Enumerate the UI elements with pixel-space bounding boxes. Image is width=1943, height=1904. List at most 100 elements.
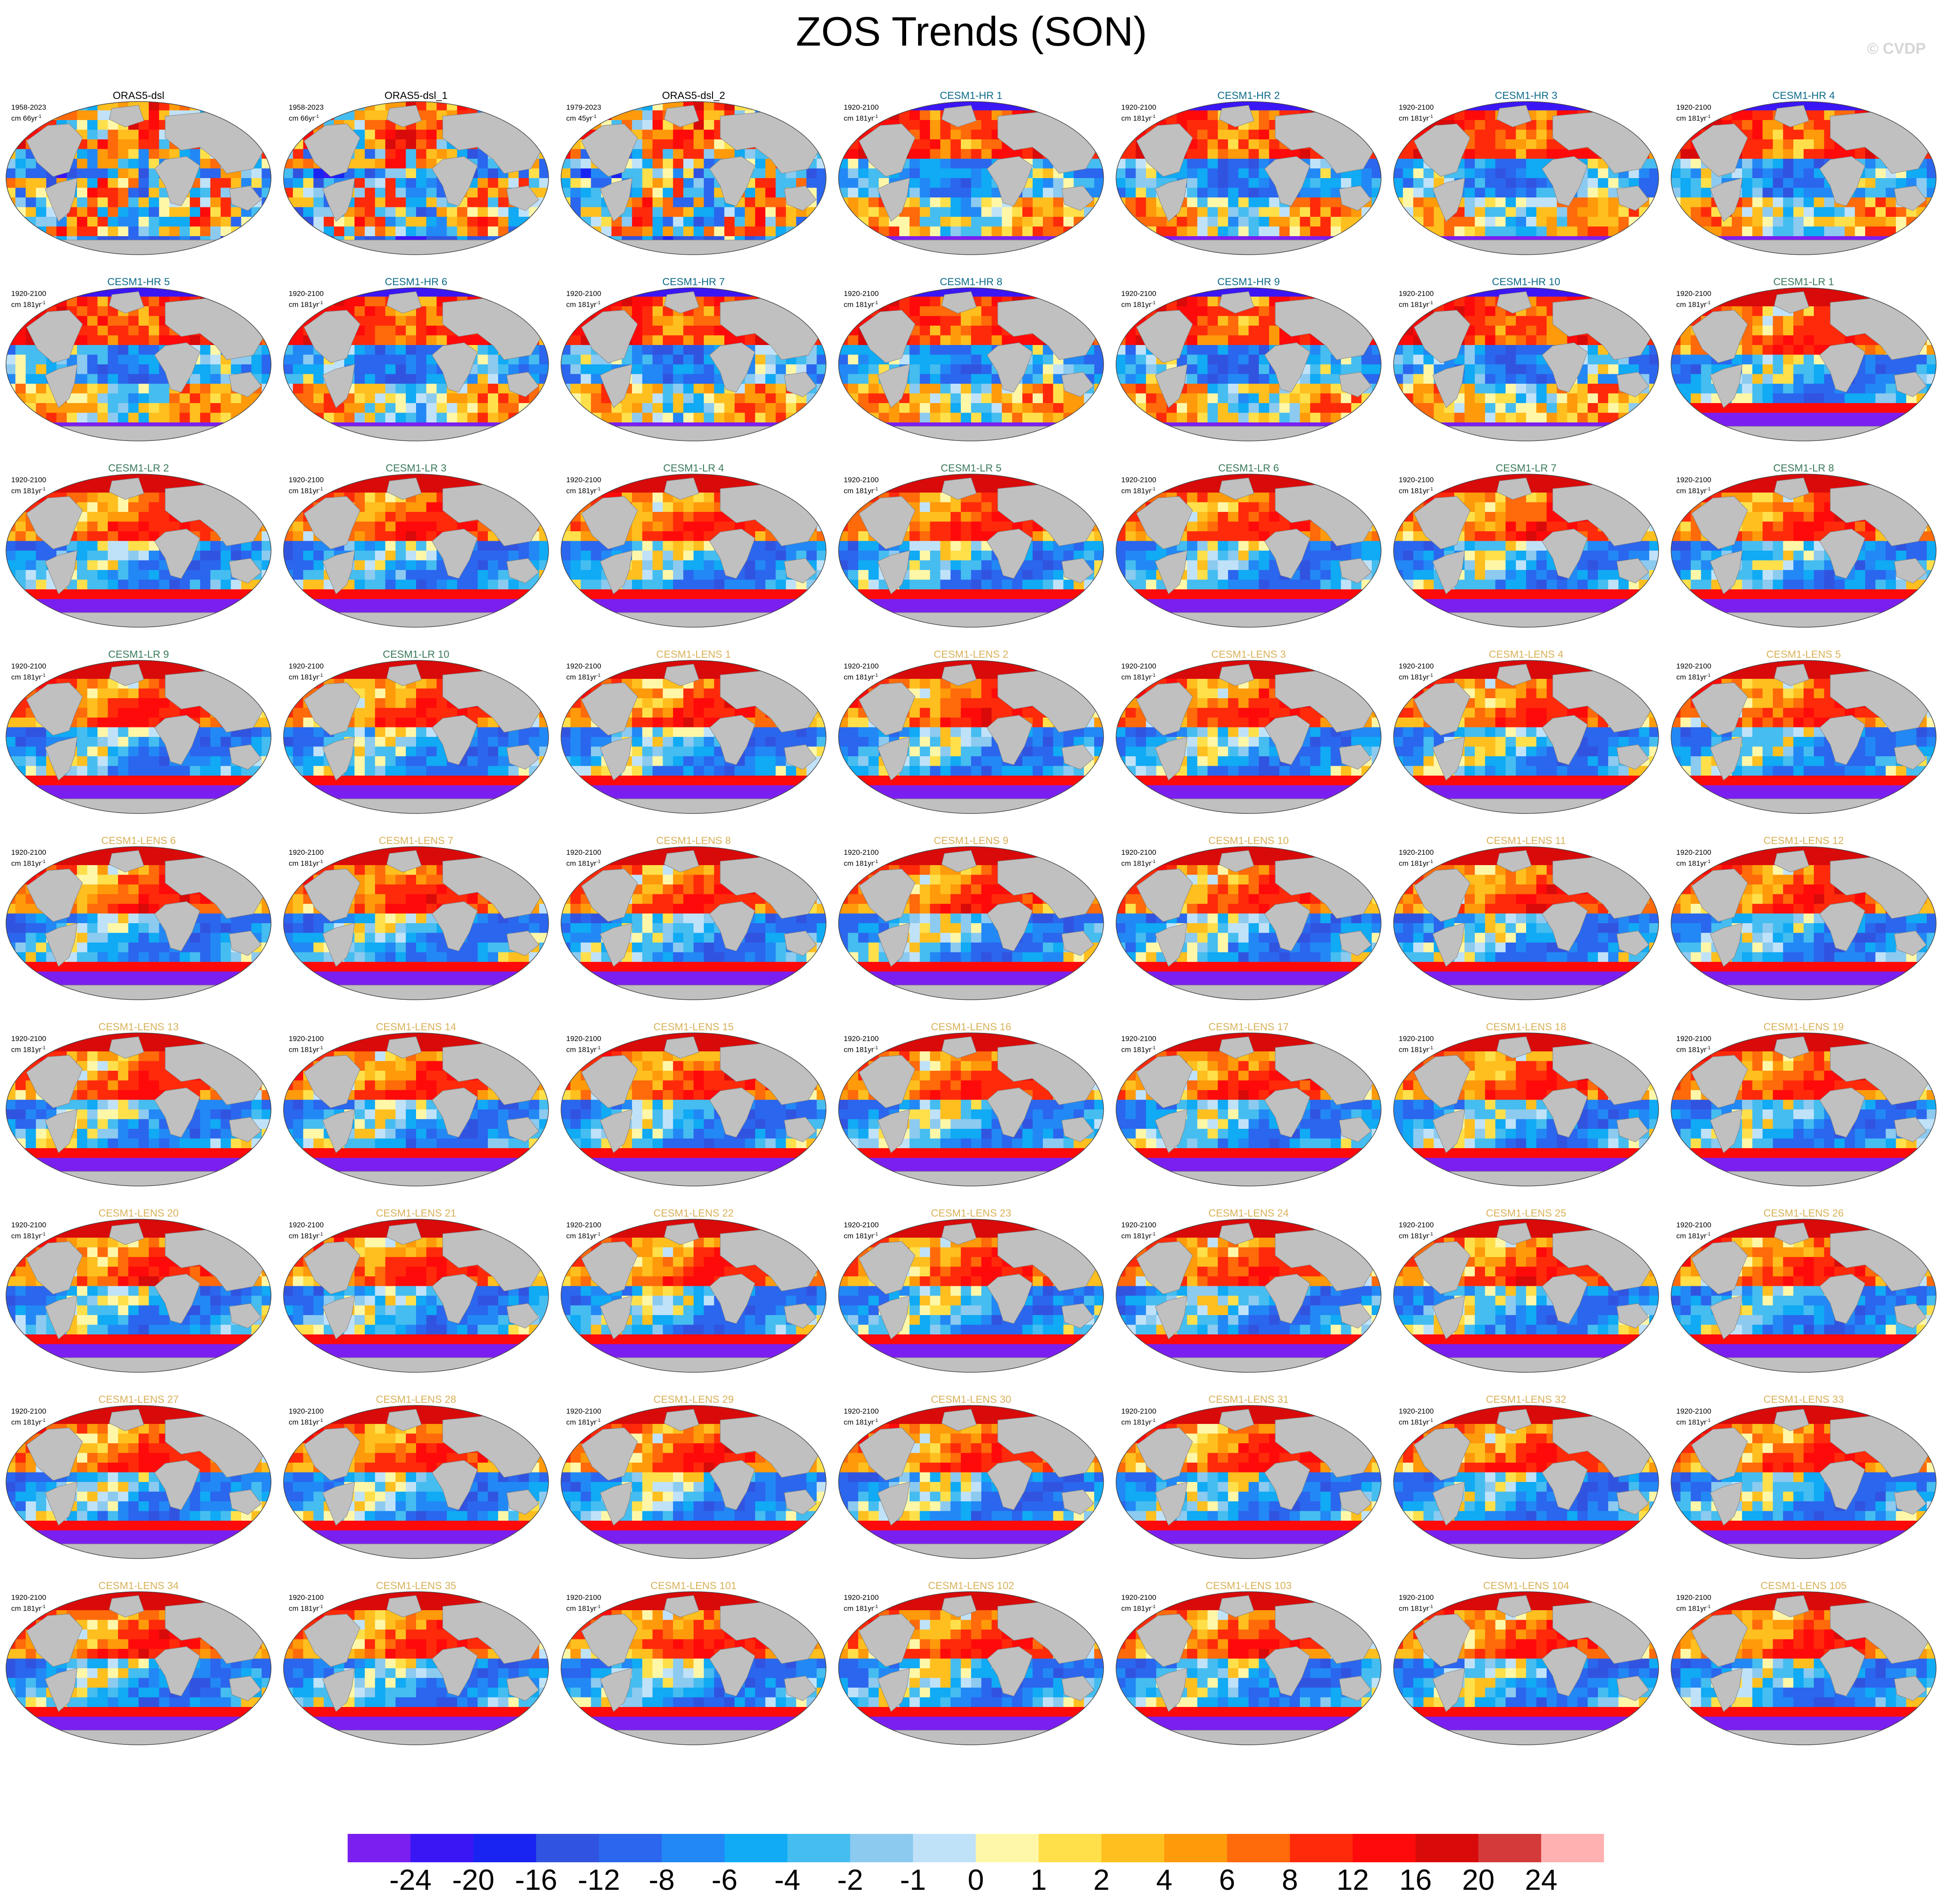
map-panel: CESM1-LR 9 1920-2100 cm 181yr-1 bbox=[5, 648, 272, 829]
land-mask bbox=[45, 1482, 78, 1526]
panel-units: cm 181yr-1 bbox=[1399, 671, 1433, 682]
land-mask bbox=[858, 496, 916, 549]
panel-period: 1920-2100 bbox=[1121, 1593, 1156, 1602]
map-panel: ORAS5-dsl_2 1979-2023 cm 45yr-1 bbox=[560, 89, 827, 270]
land-mask bbox=[154, 529, 200, 579]
trend-map bbox=[838, 1219, 1104, 1373]
land-mask bbox=[1413, 1427, 1471, 1481]
panel-units: cm 181yr-1 bbox=[566, 857, 601, 868]
land-mask bbox=[1616, 1303, 1649, 1329]
panel-units: cm 181yr-1 bbox=[844, 1230, 878, 1241]
land-mask bbox=[1264, 342, 1311, 393]
panel-units: cm 181yr-1 bbox=[566, 485, 601, 496]
land-mask bbox=[877, 364, 910, 408]
land-mask bbox=[664, 1223, 700, 1245]
land-mask bbox=[1691, 1241, 1748, 1294]
land-mask bbox=[1894, 930, 1927, 956]
trend-map bbox=[1671, 474, 1937, 628]
land-mask bbox=[1691, 1055, 1748, 1108]
land-mask bbox=[432, 901, 478, 952]
panel-title: CESM1-LENS 11 bbox=[1393, 835, 1659, 847]
land-mask bbox=[109, 850, 145, 872]
land-mask bbox=[45, 178, 78, 222]
land-mask bbox=[1264, 156, 1311, 206]
trend-map bbox=[283, 846, 549, 1000]
trend-map bbox=[1671, 1591, 1937, 1745]
map-panel: CESM1-HR 5 1920-2100 cm 181yr-1 bbox=[5, 276, 272, 456]
land-mask bbox=[1819, 715, 1866, 765]
panel-units: cm 181yr-1 bbox=[844, 857, 878, 868]
panel-period: 1920-2100 bbox=[1399, 662, 1434, 671]
trend-map bbox=[1393, 1405, 1659, 1559]
land-mask bbox=[1136, 123, 1193, 177]
trend-map bbox=[838, 1591, 1104, 1745]
land-mask bbox=[858, 1427, 916, 1481]
panel-title: CESM1-LENS 3 bbox=[1115, 648, 1382, 661]
panel-title: CESM1-LENS 29 bbox=[560, 1393, 827, 1406]
panel-period: 1979-2023 bbox=[566, 103, 601, 112]
land-mask bbox=[1542, 1460, 1588, 1510]
trend-map bbox=[1393, 846, 1659, 1000]
land-mask bbox=[1432, 364, 1465, 408]
colorbar-labels: -24 -20 -16 -12 -8 -6 -4 -2 -1 0 1 2 4 6 8 12 16 20 24 bbox=[0, 1863, 1943, 1897]
land-mask bbox=[858, 123, 916, 177]
panel-period: 1920-2100 bbox=[289, 1221, 324, 1229]
land-mask bbox=[1616, 744, 1649, 770]
land-mask bbox=[1710, 364, 1743, 408]
land-mask bbox=[941, 291, 977, 314]
panel-period: 1920-2100 bbox=[1121, 1221, 1156, 1229]
colorbar-swatch bbox=[1164, 1834, 1227, 1862]
land-mask bbox=[1542, 901, 1588, 952]
colorbar-tick-label: 8 bbox=[1282, 1863, 1298, 1897]
land-mask bbox=[1894, 1117, 1927, 1143]
trend-map bbox=[561, 287, 827, 441]
land-mask bbox=[386, 1036, 422, 1059]
land-mask bbox=[432, 1646, 478, 1697]
land-mask bbox=[506, 1117, 539, 1143]
panel-title: CESM1-LENS 35 bbox=[283, 1580, 549, 1593]
trend-map bbox=[561, 1405, 827, 1559]
colorbar-swatch bbox=[1101, 1834, 1165, 1862]
map-panel: ORAS5-dsl_1 1958-2023 cm 66yr-1 bbox=[283, 89, 549, 270]
map-panel: CESM1-HR 1 1920-2100 cm 181yr-1 bbox=[838, 89, 1104, 270]
trend-map bbox=[1393, 1591, 1659, 1745]
land-mask bbox=[154, 1088, 200, 1138]
land-mask bbox=[1155, 178, 1188, 222]
land-mask bbox=[154, 1646, 200, 1697]
map-panel: CESM1-LENS 9 1920-2100 cm 181yr-1 bbox=[838, 835, 1104, 1015]
panel-title: CESM1-LENS 6 bbox=[5, 835, 272, 847]
land-mask bbox=[600, 1668, 633, 1712]
land-mask bbox=[581, 310, 638, 363]
trend-map bbox=[1116, 1219, 1382, 1373]
trend-map bbox=[1116, 846, 1382, 1000]
land-mask bbox=[322, 1482, 355, 1526]
trend-map bbox=[561, 101, 827, 255]
colorbar-tick-label: -4 bbox=[774, 1863, 800, 1897]
land-mask bbox=[987, 1274, 1033, 1324]
colorbar-swatch bbox=[348, 1834, 411, 1862]
panel-period: 1920-2100 bbox=[566, 1407, 601, 1416]
trend-map bbox=[283, 1032, 549, 1186]
map-panel: CESM1-LENS 27 1920-2100 cm 181yr-1 bbox=[5, 1393, 272, 1574]
land-mask bbox=[709, 342, 756, 393]
panel-period: 1920-2100 bbox=[289, 476, 324, 484]
land-mask bbox=[784, 1303, 817, 1329]
colorbar-swatch bbox=[599, 1834, 662, 1862]
map-panel: CESM1-LENS 32 1920-2100 cm 181yr-1 bbox=[1393, 1393, 1659, 1574]
panel-units: cm 181yr-1 bbox=[844, 1602, 878, 1613]
land-mask bbox=[664, 1595, 700, 1617]
trend-map bbox=[1116, 660, 1382, 814]
panel-title: CESM1-LENS 7 bbox=[283, 835, 549, 847]
land-mask bbox=[1061, 1303, 1094, 1329]
land-mask bbox=[600, 178, 633, 222]
land-mask bbox=[386, 850, 422, 872]
trend-map bbox=[6, 1405, 271, 1559]
panel-units: cm 181yr-1 bbox=[289, 1416, 323, 1427]
panel-title: CESM1-LENS 14 bbox=[283, 1021, 549, 1034]
land-mask bbox=[987, 1460, 1033, 1510]
panel-units: cm 181yr-1 bbox=[11, 857, 46, 868]
panel-period: 1958-2023 bbox=[11, 103, 46, 112]
land-mask bbox=[858, 1241, 916, 1294]
land-mask bbox=[303, 123, 361, 177]
colorbar-swatch bbox=[725, 1834, 788, 1862]
